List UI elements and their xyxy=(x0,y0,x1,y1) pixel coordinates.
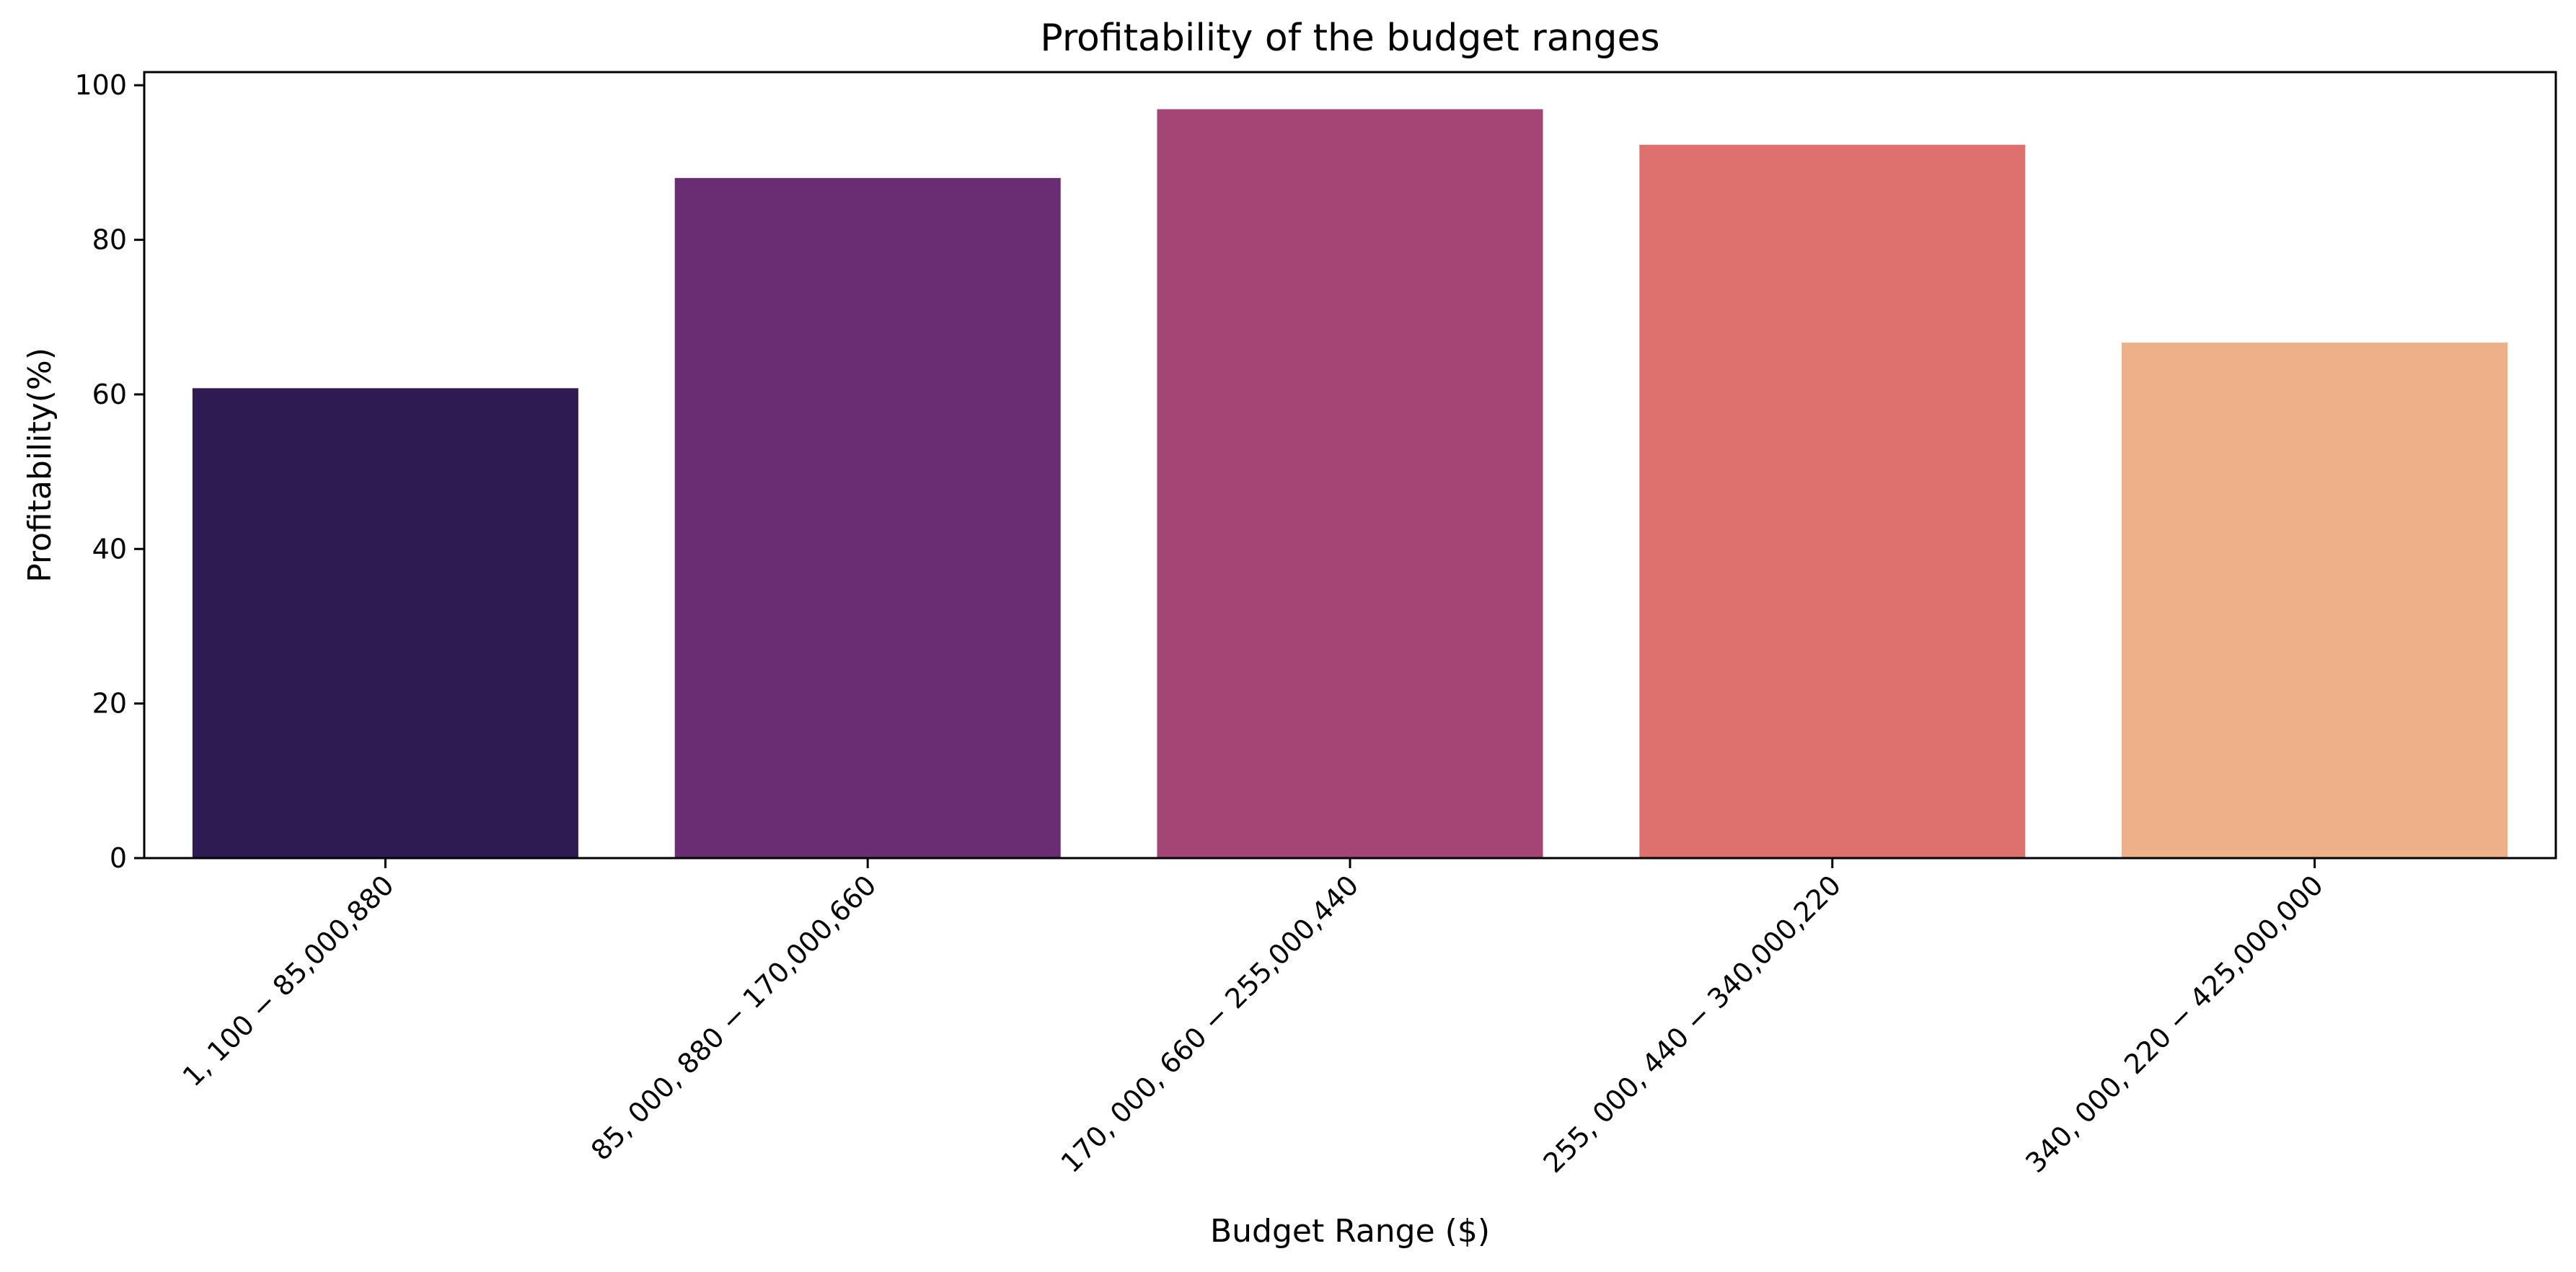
bar-5 xyxy=(2122,343,2508,858)
bar-2 xyxy=(674,177,1061,858)
x-tick-label: 255, 000, 440 − 340,000,220 xyxy=(1537,869,1847,1179)
y-tick-label: 40 xyxy=(92,533,127,565)
y-tick-label: 80 xyxy=(92,224,127,256)
y-ticks-group: 0 20 40 60 80 100 xyxy=(74,69,144,874)
bars-group xyxy=(192,109,2508,858)
x-tick-label: 340, 000, 220 − 425,000,000 xyxy=(2019,869,2329,1179)
bar-4 xyxy=(1639,144,2026,858)
plot-frame xyxy=(143,71,2557,860)
chart-title: Profitability of the budget ranges xyxy=(1040,17,1659,60)
bar-3 xyxy=(1157,109,1543,858)
y-tick-label: 0 xyxy=(110,842,127,874)
y-tick-label: 100 xyxy=(74,69,127,101)
bar-1 xyxy=(192,388,578,858)
x-axis-label: Budget Range ($) xyxy=(1210,1213,1490,1250)
x-tick-label: 1, 100 − 85,000,880 xyxy=(177,869,400,1092)
x-tick-label: 170, 000, 660 − 255,000,440 xyxy=(1055,869,1365,1179)
x-ticks-group: 1, 100 − 85,000,880 85, 000, 880 − 170,00… xyxy=(177,858,2329,1179)
x-tick-label: 85, 000, 880 − 170,000,660 xyxy=(585,869,883,1167)
y-tick-label: 20 xyxy=(92,688,127,720)
y-axis-label: Profitability(%) xyxy=(22,348,58,583)
y-tick-label: 60 xyxy=(92,379,127,410)
